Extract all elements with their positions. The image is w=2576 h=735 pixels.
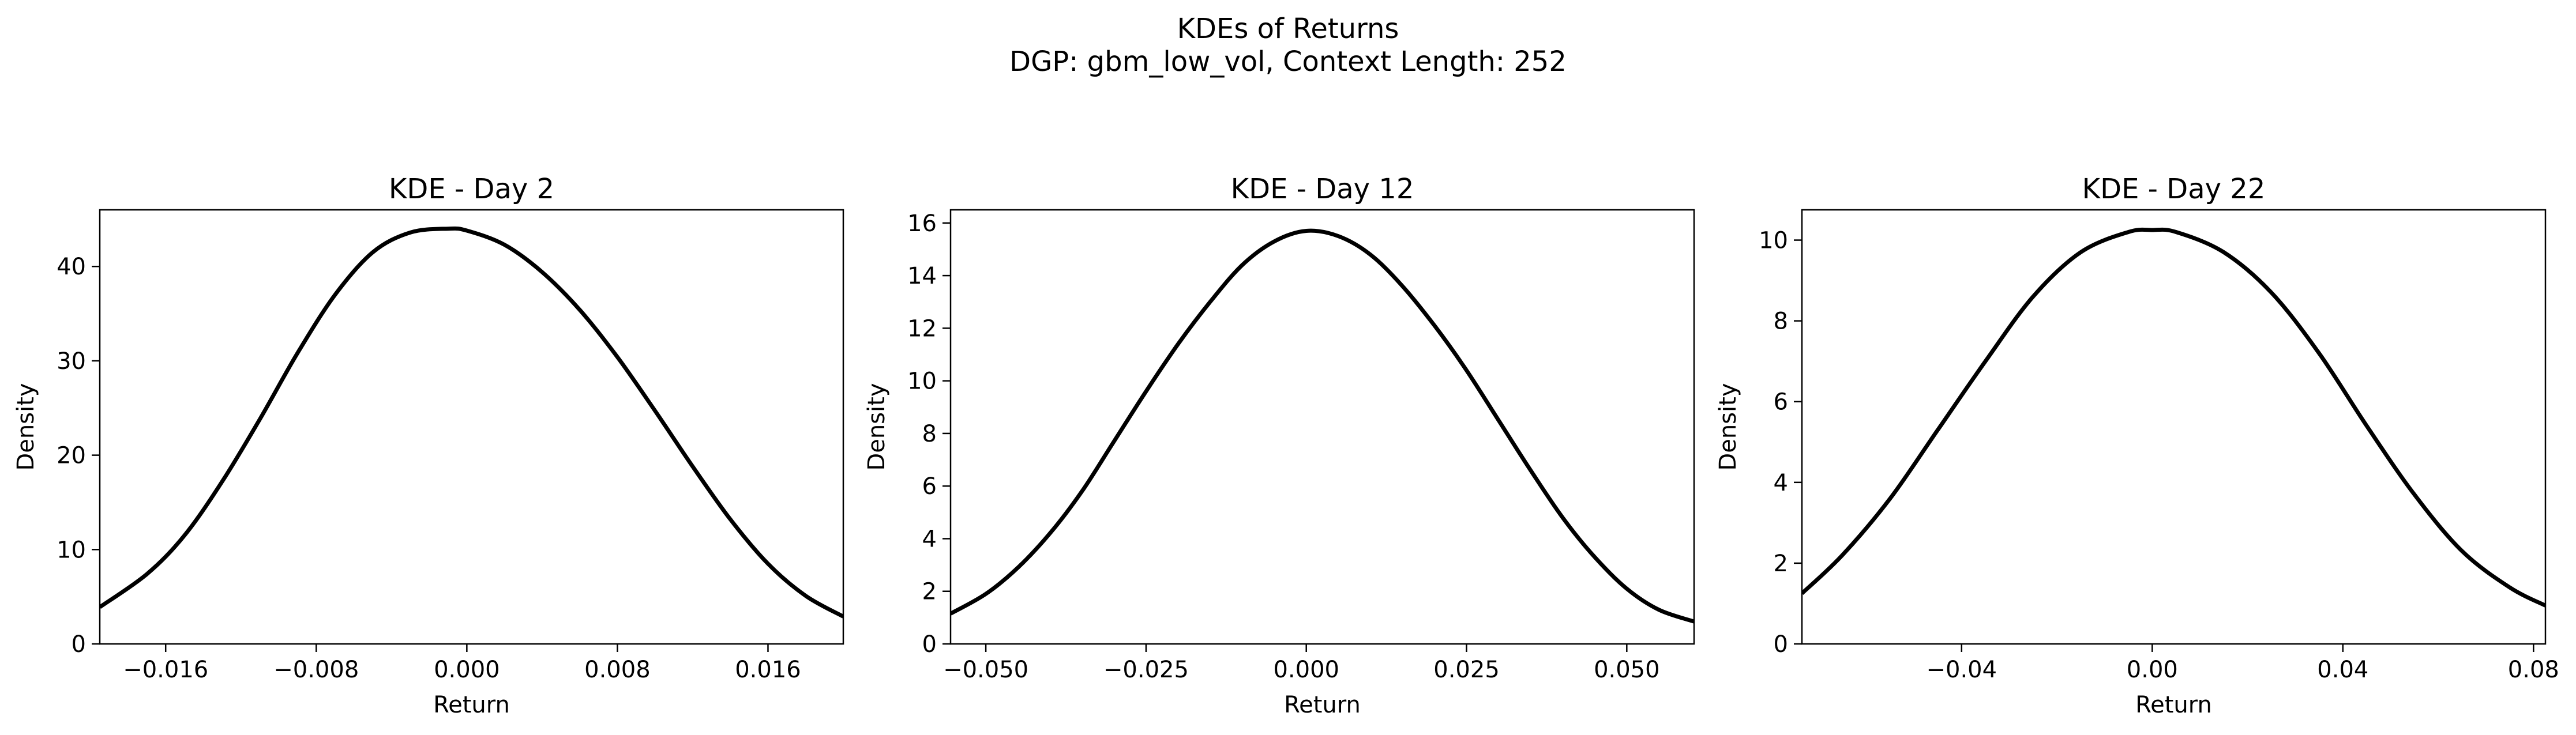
y-tick-label: 40	[57, 254, 86, 280]
kde-line	[100, 226, 843, 619]
axes-frame	[949, 209, 1695, 645]
x-axis-label: Return	[2135, 692, 2212, 718]
x-axis-label: Return	[1284, 692, 1361, 718]
y-tick-label: 10	[57, 537, 86, 563]
kde-line	[1802, 227, 2545, 608]
x-axis-label: Return	[433, 692, 510, 718]
y-tick-label: 20	[57, 443, 86, 469]
x-tick-label: −0.04	[1927, 657, 1997, 683]
y-tick-label: 10	[907, 368, 937, 395]
y-tick-label: 6	[922, 473, 937, 500]
subplot-day-2: −0.016 −0.008 0.000 0.008 0.016 0 10 20 30 40 KDE…	[13, 173, 844, 718]
subplot-title: KDE - Day 2	[389, 173, 554, 205]
y-tick-label: 2	[922, 579, 937, 605]
y-tick-label: 14	[907, 263, 937, 289]
y-tick-label: 12	[907, 315, 937, 342]
subplot-title: KDE - Day 22	[2082, 173, 2266, 205]
subplot-day-12: −0.050 −0.025 0.000 0.025 0.050 0 2 4 6 8 10 12 14 16…	[863, 173, 1695, 718]
x-tick-label: −0.050	[943, 657, 1028, 683]
x-tick-label: 0.000	[434, 657, 500, 683]
x-tick-label: 0.016	[735, 657, 801, 683]
x-tick-label: −0.016	[123, 657, 208, 683]
y-tick-label: 0	[72, 631, 86, 658]
y-tick-label: 0	[922, 631, 937, 658]
x-tick-label: 0.00	[2127, 657, 2178, 683]
subplot-day-22: −0.04 0.00 0.04 0.08 0 2 4 6 8 10 KDE - Day 22 Re…	[1715, 173, 2559, 718]
axes-frame	[99, 209, 844, 645]
y-tick-label: 8	[922, 421, 937, 447]
y-tick-label: 6	[1774, 389, 1788, 416]
y-tick-label: 10	[1759, 228, 1788, 254]
x-tick-label: 0.04	[2317, 657, 2368, 683]
y-tick-label: 4	[922, 526, 937, 552]
x-tick-label: −0.025	[1103, 657, 1189, 683]
y-tick-label: 2	[1774, 551, 1788, 577]
x-tick-label: 0.08	[2508, 657, 2559, 683]
y-tick-label: 16	[907, 210, 937, 237]
kde-line	[951, 228, 1694, 624]
x-tick-label: 0.050	[1594, 657, 1660, 683]
y-tick-label: 8	[1774, 308, 1788, 335]
y-axis-label: Density	[1715, 383, 1741, 470]
axes-frame	[1801, 209, 2547, 645]
x-tick-label: 0.000	[1273, 657, 1339, 683]
y-axis-label: Density	[13, 383, 39, 470]
x-tick-label: 0.025	[1433, 657, 1500, 683]
y-tick-label: 30	[57, 348, 86, 375]
figure-title: KDEs of Returns	[1177, 13, 1399, 45]
y-axis-label: Density	[863, 383, 890, 470]
x-tick-label: −0.008	[273, 657, 359, 683]
y-tick-label: 4	[1774, 470, 1788, 496]
subplot-title: KDE - Day 12	[1231, 173, 1414, 205]
figure-subtitle: DGP: gbm_low_vol, Context Length: 252	[1009, 46, 1567, 78]
x-tick-label: 0.008	[584, 657, 651, 683]
y-tick-label: 0	[1774, 631, 1788, 658]
